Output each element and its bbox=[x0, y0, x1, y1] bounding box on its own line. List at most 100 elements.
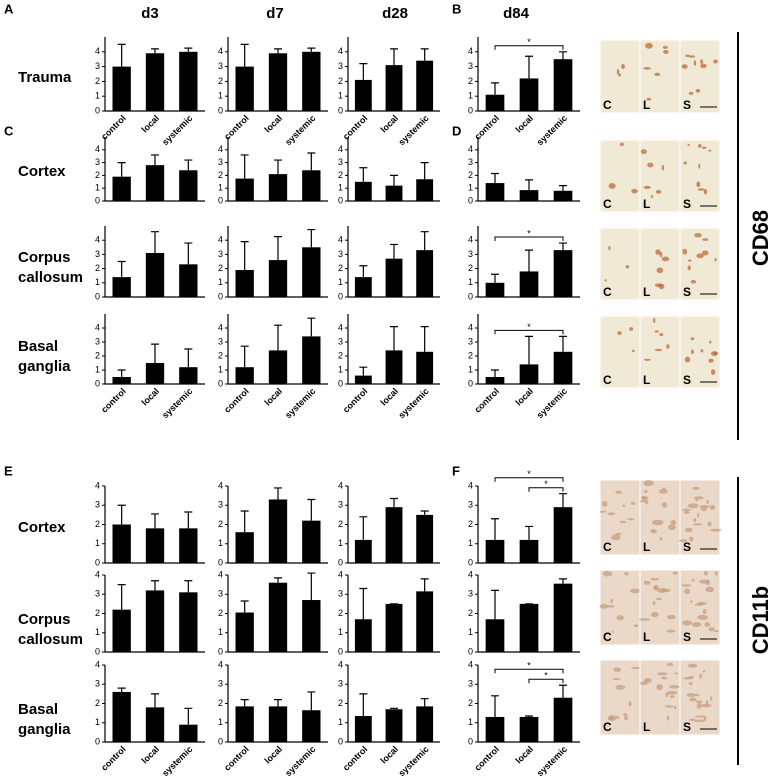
y-tick-label: 2 bbox=[95, 608, 100, 618]
bar bbox=[385, 709, 403, 742]
y-tick-label: 2 bbox=[468, 350, 473, 360]
y-tick-label: 3 bbox=[338, 249, 343, 259]
bar bbox=[235, 178, 254, 201]
cell bbox=[654, 72, 661, 76]
cell bbox=[628, 701, 632, 707]
image-label: S bbox=[683, 540, 691, 554]
cell bbox=[612, 677, 621, 680]
bar bbox=[416, 514, 434, 563]
y-tick-label: 4 bbox=[95, 480, 100, 490]
panel-label: E bbox=[4, 463, 13, 478]
y-tick-label: 3 bbox=[218, 589, 223, 599]
x-tick-label: local bbox=[379, 386, 401, 408]
bar bbox=[519, 190, 539, 201]
cell bbox=[683, 161, 687, 165]
error-bar bbox=[240, 154, 249, 179]
cell bbox=[664, 705, 674, 708]
cell bbox=[710, 528, 722, 532]
y-tick-label: 1 bbox=[468, 364, 473, 374]
y-tick-label: 3 bbox=[338, 61, 343, 71]
bar bbox=[485, 619, 505, 652]
cell bbox=[630, 501, 636, 505]
cell bbox=[647, 162, 654, 168]
cell bbox=[695, 497, 698, 502]
cell bbox=[702, 238, 709, 241]
error-bar bbox=[240, 699, 249, 707]
bar bbox=[354, 79, 372, 111]
row-label: Cortex bbox=[18, 163, 66, 180]
image-label: L bbox=[643, 720, 650, 734]
cell bbox=[661, 256, 670, 262]
bar bbox=[553, 697, 573, 742]
bar bbox=[179, 264, 198, 297]
cell bbox=[679, 539, 688, 543]
error-bar bbox=[240, 510, 249, 533]
y-tick-label: 4 bbox=[218, 46, 223, 56]
cell bbox=[669, 695, 675, 698]
y-tick-label: 2 bbox=[95, 519, 100, 529]
y-tick-label: 0 bbox=[95, 291, 100, 301]
y-tick-label: 4 bbox=[468, 46, 473, 56]
y-tick-label: 1 bbox=[338, 183, 343, 193]
x-tick-label: systemic bbox=[160, 386, 194, 420]
cell bbox=[618, 73, 622, 77]
row-label: Trauma bbox=[18, 69, 72, 86]
cell bbox=[608, 182, 616, 189]
row-label: Cortex bbox=[18, 519, 66, 536]
bar bbox=[485, 94, 505, 111]
cell bbox=[644, 489, 648, 494]
y-tick-label: 1 bbox=[218, 717, 223, 727]
cell bbox=[666, 614, 676, 620]
bar bbox=[416, 591, 434, 652]
micrograph: S bbox=[679, 659, 721, 736]
cell bbox=[690, 337, 695, 341]
y-tick-label: 3 bbox=[95, 157, 100, 167]
cell bbox=[688, 55, 696, 58]
error-bar bbox=[240, 43, 249, 67]
bar bbox=[179, 528, 198, 563]
cell bbox=[697, 601, 707, 606]
y-tick-label: 2 bbox=[468, 263, 473, 273]
cell bbox=[665, 692, 669, 698]
cell bbox=[608, 714, 617, 721]
bar bbox=[519, 716, 539, 742]
error-bar bbox=[559, 684, 567, 698]
bar bbox=[416, 706, 434, 742]
cell bbox=[692, 523, 703, 526]
y-tick-label: 3 bbox=[468, 500, 473, 510]
micrograph: C bbox=[599, 315, 641, 389]
error-bar bbox=[559, 578, 567, 584]
micrograph: L bbox=[639, 479, 681, 556]
y-tick-label: 1 bbox=[468, 277, 473, 287]
image-label: L bbox=[643, 630, 650, 644]
cell bbox=[661, 164, 665, 171]
cell bbox=[689, 697, 697, 702]
cell bbox=[714, 258, 717, 262]
y-tick-label: 4 bbox=[95, 659, 100, 669]
significance-label: * bbox=[544, 671, 548, 681]
bar bbox=[302, 336, 321, 384]
significance-label: * bbox=[527, 322, 531, 332]
cell bbox=[693, 719, 705, 723]
x-tick-label: control bbox=[341, 744, 370, 773]
y-tick-label: 4 bbox=[338, 569, 343, 579]
significance-bracket bbox=[494, 329, 564, 335]
micrograph: L bbox=[639, 139, 681, 213]
y-tick-label: 0 bbox=[468, 736, 473, 746]
y-tick-label: 4 bbox=[218, 322, 223, 332]
cell bbox=[711, 369, 716, 375]
micrograph: C bbox=[599, 39, 641, 114]
image-label: C bbox=[603, 720, 612, 734]
bar bbox=[112, 609, 131, 652]
error-bar bbox=[420, 162, 429, 180]
image-label: S bbox=[683, 197, 691, 211]
cell bbox=[691, 349, 694, 355]
cell bbox=[666, 662, 674, 667]
bar bbox=[145, 590, 165, 652]
bar bbox=[112, 691, 131, 742]
cell bbox=[714, 571, 718, 576]
bar bbox=[179, 724, 198, 742]
cell bbox=[688, 91, 694, 95]
x-tick-label: local bbox=[263, 386, 285, 408]
